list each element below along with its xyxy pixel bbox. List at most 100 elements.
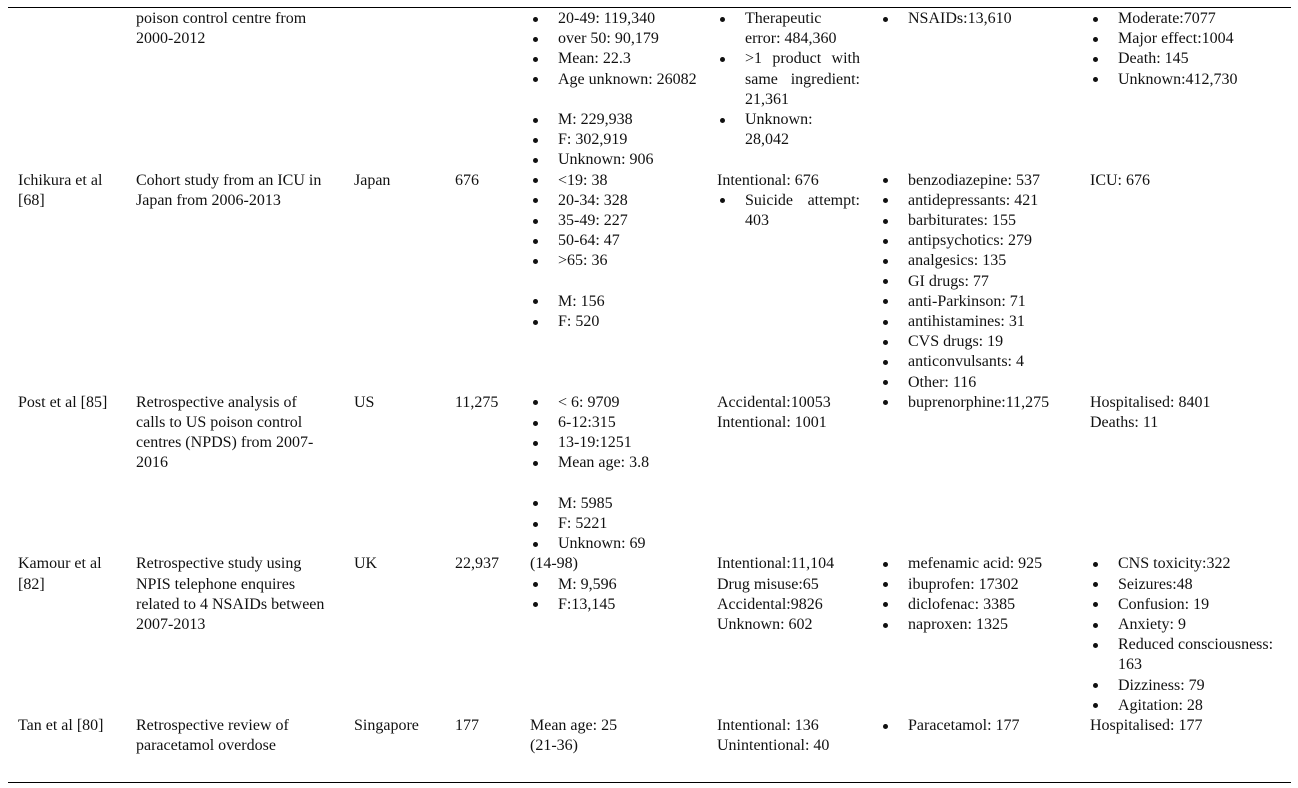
bullet-list: mefenamic acid: 925 ibuprofen: 17302 diclo…	[880, 554, 1090, 635]
table-cell: Hospitalised: 177	[1090, 716, 1290, 756]
bullet-item: >1 product with same ingredient: 21,361	[720, 49, 860, 110]
bullet-item: Age unknown: 26082	[533, 70, 700, 90]
table-cell: Singapore	[354, 716, 455, 756]
cell-text: US	[354, 393, 375, 411]
bullet-item: F: 302,919	[533, 130, 700, 150]
table-cell: ICU: 676	[1090, 171, 1290, 393]
bullet-item: CNS toxicity:322	[1093, 554, 1282, 574]
bullet-item: Reduced consciousness: 163	[1093, 635, 1282, 675]
bullet-item: Death: 145	[1093, 49, 1282, 69]
bullet-item: benzodiazepine: 537	[883, 171, 1090, 191]
cell-text: Intentional:11,104	[717, 555, 835, 573]
table-cell: Moderate:7077 Major effect:1004 Death: 145…	[1090, 9, 1290, 171]
table-cell: < 6: 9709 6-12:315 13-19:1251 Mean age: 3.8…	[530, 393, 717, 555]
bullet-item: Seizures:48	[1093, 575, 1282, 595]
table-cell: Japan	[354, 171, 455, 393]
cell-text: Hospitalised: 8401	[1090, 393, 1211, 411]
bullet-item: antidepressants: 421	[883, 191, 1090, 211]
table-cell: buprenorphine:11,275	[880, 393, 1090, 555]
bullet-item: 20-34: 328	[533, 191, 700, 211]
cell-text: Retrospective study using NPIS telephone…	[136, 555, 325, 634]
bullet-item: M: 9,596	[533, 575, 700, 595]
bullet-item: antipsychotics: 279	[883, 231, 1090, 251]
bullet-item: Unknown: 69	[533, 534, 700, 554]
bullet-item: Dizziness: 79	[1093, 676, 1282, 696]
bullet-item: mefenamic acid: 925	[883, 554, 1090, 574]
bullet-list: M: 9,596 F:13,145	[530, 575, 700, 615]
bullet-item: Other: 116	[883, 373, 1090, 393]
table-cell: mefenamic acid: 925 ibuprofen: 17302 diclo…	[880, 554, 1090, 716]
bullet-item: 20-49: 119,340	[533, 9, 700, 29]
table-cell: Retrospective review of paracetamol over…	[136, 716, 354, 756]
table-cell	[354, 9, 455, 171]
cell-text: 22,937	[455, 555, 499, 573]
bullet-item: Major effect:1004	[1093, 29, 1282, 49]
bullet-item: barbiturates: 155	[883, 211, 1090, 231]
table-row: Kamour et al [82] Retrospective study usi…	[18, 554, 1298, 716]
bullet-item: anticonvulsants: 4	[883, 352, 1090, 372]
cell-text: 177	[455, 717, 479, 735]
cell-text: Deaths: 11	[1090, 414, 1159, 432]
table-row: poison control centre from 2000-2012 20-4…	[18, 9, 1298, 171]
bullet-item: over 50: 90,179	[533, 29, 700, 49]
bullet-item: naproxen: 1325	[883, 615, 1090, 635]
bullet-item: Anxiety: 9	[1093, 615, 1282, 635]
table-cell: US	[354, 393, 455, 555]
bullet-item: Unknown: 906	[533, 150, 700, 170]
bullet-item: analgesics: 135	[883, 251, 1090, 271]
cell-text: Hospitalised: 177	[1090, 717, 1203, 735]
table-cell: 11,275	[455, 393, 530, 555]
table-cell	[18, 9, 136, 171]
table-cell: CNS toxicity:322 Seizures:48 Confusion: 19…	[1090, 554, 1290, 716]
bullet-list: M: 5985 F: 5221 Unknown: 69	[530, 494, 700, 555]
cell-text: poison control centre from 2000-2012	[136, 10, 307, 48]
bullet-list: NSAIDs:13,610	[880, 9, 1090, 29]
table-cell: Mean age: 25 (21-36)	[530, 716, 717, 756]
bullet-item: F: 5221	[533, 514, 700, 534]
table-cell: Therapeutic error: 484,360 >1 product wit…	[717, 9, 880, 171]
bullet-item: Unknown: 28,042	[720, 110, 860, 150]
bullet-list: benzodiazepine: 537 antidepressants: 421 b…	[880, 171, 1090, 393]
table-cell: benzodiazepine: 537 antidepressants: 421 b…	[880, 171, 1090, 393]
bullet-list: M: 229,938 F: 302,919 Unknown: 906	[530, 110, 700, 171]
table-cell: Retrospective analysis of calls to US po…	[136, 393, 354, 555]
table-cell: Hospitalised: 8401 Deaths: 11	[1090, 393, 1290, 555]
bullet-item: Therapeutic error: 484,360	[720, 9, 860, 49]
bullet-item: GI drugs: 77	[883, 272, 1090, 292]
cell-text: Kamour et al [82]	[18, 555, 102, 593]
bullet-item: 6-12:315	[533, 413, 700, 433]
bullet-item: buprenorphine:11,275	[883, 393, 1090, 413]
bullet-list: CNS toxicity:322 Seizures:48 Confusion: 19…	[1090, 554, 1282, 716]
table-cell: NSAIDs:13,610	[880, 9, 1090, 171]
bullet-item: M: 5985	[533, 494, 700, 514]
table-cell: poison control centre from 2000-2012	[136, 9, 354, 171]
bullet-item: >65: 36	[533, 251, 700, 271]
bullet-item: ibuprofen: 17302	[883, 575, 1090, 595]
cell-text: Tan et al [80]	[18, 717, 104, 735]
table-cell: 22,937	[455, 554, 530, 716]
bullet-list: Moderate:7077 Major effect:1004 Death: 145…	[1090, 9, 1282, 90]
cell-text: Japan	[354, 171, 391, 189]
bullet-item: Paracetamol: 177	[883, 716, 1090, 736]
cell-text: 676	[455, 171, 479, 189]
bullet-item: 13-19:1251	[533, 433, 700, 453]
cell-text: ICU: 676	[1090, 171, 1150, 189]
top-rule	[8, 7, 1291, 8]
bullet-list: Paracetamol: 177	[880, 716, 1090, 736]
bullet-item: Confusion: 19	[1093, 595, 1282, 615]
table-cell: Intentional: 136 Unintentional: 40	[717, 716, 880, 756]
table-cell: 20-49: 119,340 over 50: 90,179 Mean: 22.3 A…	[530, 9, 717, 171]
bullet-list: <19: 38 20-34: 328 35-49: 227 50-64: 47 >65:…	[530, 171, 700, 272]
table-row: Tan et al [80] Retrospective review of pa…	[18, 716, 1298, 756]
table-cell: Cohort study from an ICU in Japan from 2…	[136, 171, 354, 393]
cell-text: Unknown: 602	[717, 616, 813, 634]
bullet-list: Suicide attempt: 403	[717, 191, 860, 231]
bullet-item: antihistamines: 31	[883, 312, 1090, 332]
table-cell: (14-98) M: 9,596 F:13,145	[530, 554, 717, 716]
table-row: Ichikura et al [68] Cohort study from an …	[18, 171, 1298, 393]
table-cell: 177	[455, 716, 530, 756]
cell-text: Retrospective review of paracetamol over…	[136, 717, 289, 755]
table-cell: Intentional: 676 Suicide attempt: 403	[717, 171, 880, 393]
cell-text: Unintentional: 40	[717, 737, 830, 755]
